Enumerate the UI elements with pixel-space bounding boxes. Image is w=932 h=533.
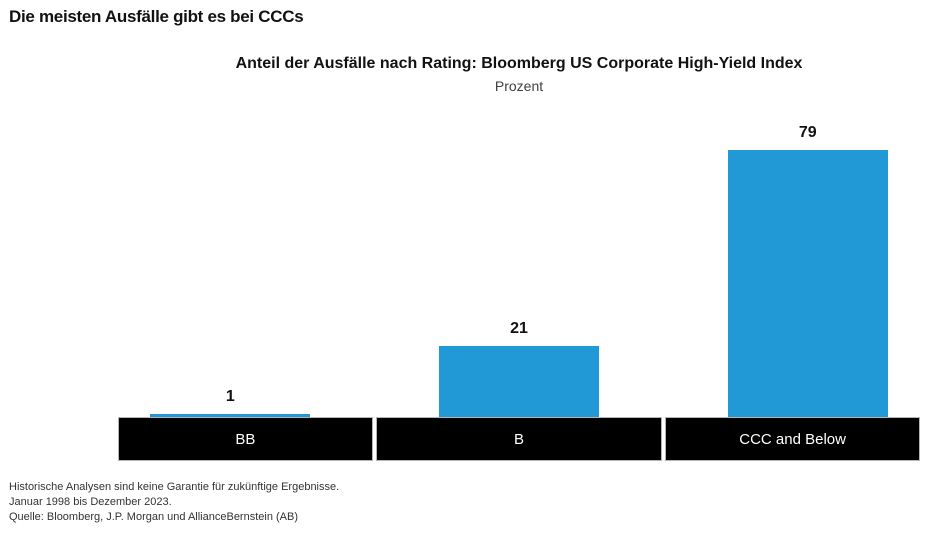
bar-value-label-b: 21 [510, 320, 528, 337]
x-axis-label-ccc-and-below: CCC and Below [665, 417, 920, 461]
footnote-source: Quelle: Bloomberg, J.P. Morgan und Allia… [9, 511, 299, 523]
x-axis-band: BB B CCC and Below [118, 417, 920, 461]
bar-bb [150, 414, 311, 417]
bar-value-label-bb: 1 [225, 388, 235, 405]
footnote-disclaimer: Historische Analysen sind keine Garantie… [9, 481, 340, 493]
chart-subtitle: Prozent [494, 78, 544, 94]
footnotes: Historische Analysen sind keine Garantie… [9, 480, 339, 525]
page-title: Die meisten Ausfälle gibt es bei CCCs [9, 7, 304, 26]
chart-title: Anteil der Ausfälle nach Rating: Bloombe… [235, 55, 803, 72]
bar-ccc-and-below [727, 150, 888, 417]
footnote-period: Januar 1998 bis Dezember 2023. [9, 496, 172, 508]
plot-area: 1 21 79 [118, 124, 920, 417]
chart-header: Anteil der Ausfälle nach Rating: Bloombe… [118, 55, 920, 94]
bar-b [439, 346, 599, 417]
x-axis-label-b: B [375, 417, 663, 461]
bar-value-label-ccc-and-below: 79 [798, 124, 817, 141]
x-axis-label-bb: BB [118, 417, 373, 461]
bar-chart: 1 21 79 BB B CCC and Below [118, 124, 920, 461]
